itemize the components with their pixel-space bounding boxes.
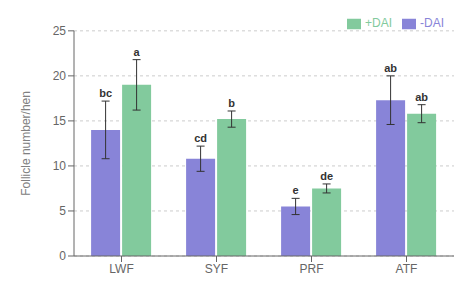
svg-text:Follicle number/hen: Follicle number/hen — [19, 91, 33, 196]
svg-text:bc: bc — [99, 87, 112, 99]
html-text:-DAI: -DAI — [420, 16, 444, 30]
svg-text:25: 25 — [53, 24, 67, 38]
svg-text:ATF: ATF — [396, 262, 418, 276]
svg-text:15: 15 — [53, 114, 67, 128]
svg-text:PRF: PRF — [300, 262, 324, 276]
svg-text:10: 10 — [53, 159, 67, 173]
svg-text:e: e — [293, 184, 299, 196]
svg-text:cd: cd — [194, 132, 207, 144]
svg-text:5: 5 — [59, 204, 66, 218]
svg-text:ab: ab — [384, 62, 397, 74]
html-text:+DAI: +DAI — [365, 16, 392, 30]
svg-text:ab: ab — [415, 91, 428, 103]
svg-text:20: 20 — [53, 69, 67, 83]
svg-text:a: a — [134, 46, 141, 58]
svg-text:LWF: LWF — [109, 262, 133, 276]
svg-text:0: 0 — [59, 249, 66, 263]
svg-text:b: b — [228, 97, 235, 109]
svg-text:de: de — [320, 170, 333, 182]
svg-text:SYF: SYF — [205, 262, 228, 276]
